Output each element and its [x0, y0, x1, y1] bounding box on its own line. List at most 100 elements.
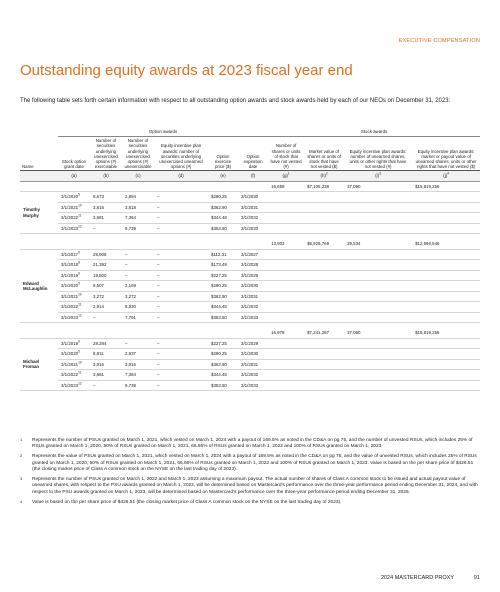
grant-date-text: 3/1/2020: [61, 283, 79, 289]
grant-date: 3/1/202211: [58, 301, 90, 313]
option-value: –: [122, 249, 154, 261]
footnote-ref: 11: [78, 302, 82, 307]
empty-cell: [268, 249, 305, 261]
option-value: 3/1/2029: [238, 270, 269, 282]
grant-date-text: 3/1/2023: [61, 314, 79, 320]
column-header: Equity incentive plan awards: market or …: [412, 136, 481, 172]
empty-cell: [412, 280, 481, 292]
empty-cell: [412, 223, 481, 235]
empty-cell: [268, 291, 305, 303]
grant-date-text: 3/1/2021: [61, 361, 79, 367]
grant-date: 3/1/202110: [58, 291, 90, 303]
footnote-ref: 10: [78, 292, 82, 297]
empty-cell: [412, 369, 481, 381]
stock-value: $7,105,238: [304, 181, 345, 193]
empty-cell: [58, 181, 90, 193]
empty-cell: [58, 239, 90, 250]
column-letter-text: (e): [220, 173, 226, 179]
footnote-ref: 10: [78, 360, 82, 365]
empty-cell: [268, 212, 305, 224]
option-value: 8,811: [90, 348, 122, 360]
empty-cell: [268, 280, 305, 292]
option-value: 2,169: [122, 280, 154, 292]
option-value: $227.25: [208, 270, 238, 282]
footnote-ref: 5: [78, 250, 80, 255]
empty-cell: [344, 312, 413, 324]
stock-value: 16,659: [268, 181, 305, 193]
awards-table: Option awards Stock awards Name Stock optio…: [20, 128, 481, 392]
empty-cell: [344, 202, 413, 214]
option-value: 3,681: [90, 369, 122, 381]
option-value: –: [154, 312, 208, 324]
footnote-ref: 2: [325, 171, 328, 176]
option-value: $362.90: [208, 202, 238, 214]
option-value: $290.25: [208, 191, 238, 203]
footnote-ref: 1: [287, 171, 290, 176]
footnote-ref: 11: [78, 213, 82, 218]
grant-date: 3/1/202110: [58, 202, 90, 214]
empty-cell: [268, 312, 305, 324]
column-letter: (e): [208, 170, 238, 182]
option-value: 3/1/2028: [238, 259, 269, 271]
column-header: Equity incentive plan awards: number of …: [154, 136, 208, 172]
grant-date-text: 3/1/2020: [61, 194, 79, 200]
empty-cell: [304, 249, 345, 261]
option-value: $344.48: [208, 301, 238, 313]
option-value: –: [154, 348, 208, 360]
option-value: $344.48: [208, 369, 238, 381]
grant-date: 3/1/20199: [58, 270, 90, 282]
grant-date: 3/1/202211: [58, 369, 90, 381]
stock-value: 37,090: [344, 328, 413, 339]
column-header: Equity incentive plan awards: number of …: [344, 136, 413, 172]
empty-cell: [268, 369, 305, 381]
empty-cell: [20, 328, 58, 339]
option-value: –: [154, 301, 208, 313]
empty-cell: [344, 301, 413, 313]
option-row: 3/1/202211 2,914 5,830– $344.48 3/1/2032: [20, 301, 481, 313]
group-header: Option awards: [58, 128, 269, 138]
grant-date-text: 3/1/2022: [61, 215, 79, 221]
footnote-ref: 8: [78, 260, 80, 265]
grant-date-text: 3/1/2020: [61, 351, 79, 357]
footnote: 3 Represents the number of PSUs granted o…: [20, 476, 478, 495]
column-letter: (a): [58, 170, 90, 182]
column-letter-text: (j): [443, 173, 448, 179]
option-value: 28,284: [90, 338, 122, 350]
empty-cell: [268, 202, 305, 214]
option-value: 3/1/2032: [238, 369, 269, 381]
empty-cell: [344, 249, 413, 261]
grant-date: 3/1/20205: [58, 191, 90, 203]
empty-cell: [238, 181, 269, 193]
grant-date-text: 3/1/2019: [61, 272, 79, 278]
empty-cell: [90, 181, 122, 193]
option-row: 3/1/20199 19,800– – $227.25 3/1/2029: [20, 270, 481, 282]
footnotes: 1 Represents the number of PSUs granted o…: [20, 438, 480, 510]
option-value: 3/1/2033: [238, 223, 269, 235]
empty-cell: [412, 348, 481, 360]
empty-cell: [344, 191, 413, 203]
option-value: $227.25: [208, 338, 238, 350]
column-header: Option exercise price ($): [208, 136, 238, 172]
grant-date-text: 3/1/2021: [61, 293, 79, 299]
option-value: 19,800: [90, 270, 122, 282]
empty-cell: [268, 301, 305, 313]
empty-cell: [304, 380, 345, 392]
group-row: Option awards Stock awards: [20, 128, 481, 138]
page-title: Outstanding equity awards at 2023 fiscal…: [20, 62, 353, 79]
empty-cell: [344, 348, 413, 360]
empty-cell: [412, 249, 481, 261]
column-letter: (b): [90, 170, 122, 182]
footnote-ref: 11: [78, 370, 82, 375]
empty-cell: [304, 223, 345, 235]
column-letter: (i)3: [344, 170, 413, 182]
grant-date: 3/1/202312: [58, 223, 90, 235]
footnote-text: Represents the number of PSUs granted on…: [32, 477, 478, 495]
empty-cell: [304, 301, 345, 313]
option-row: 3/1/202110 3,916 3,916– $362.90 3/1/2031: [20, 359, 481, 371]
empty-cell: [304, 259, 345, 271]
empty-cell: [154, 328, 208, 339]
empty-cell: [238, 328, 269, 339]
empty-cell: [304, 280, 345, 292]
empty-cell: [268, 380, 305, 392]
column-letter-text: (d): [178, 173, 184, 179]
